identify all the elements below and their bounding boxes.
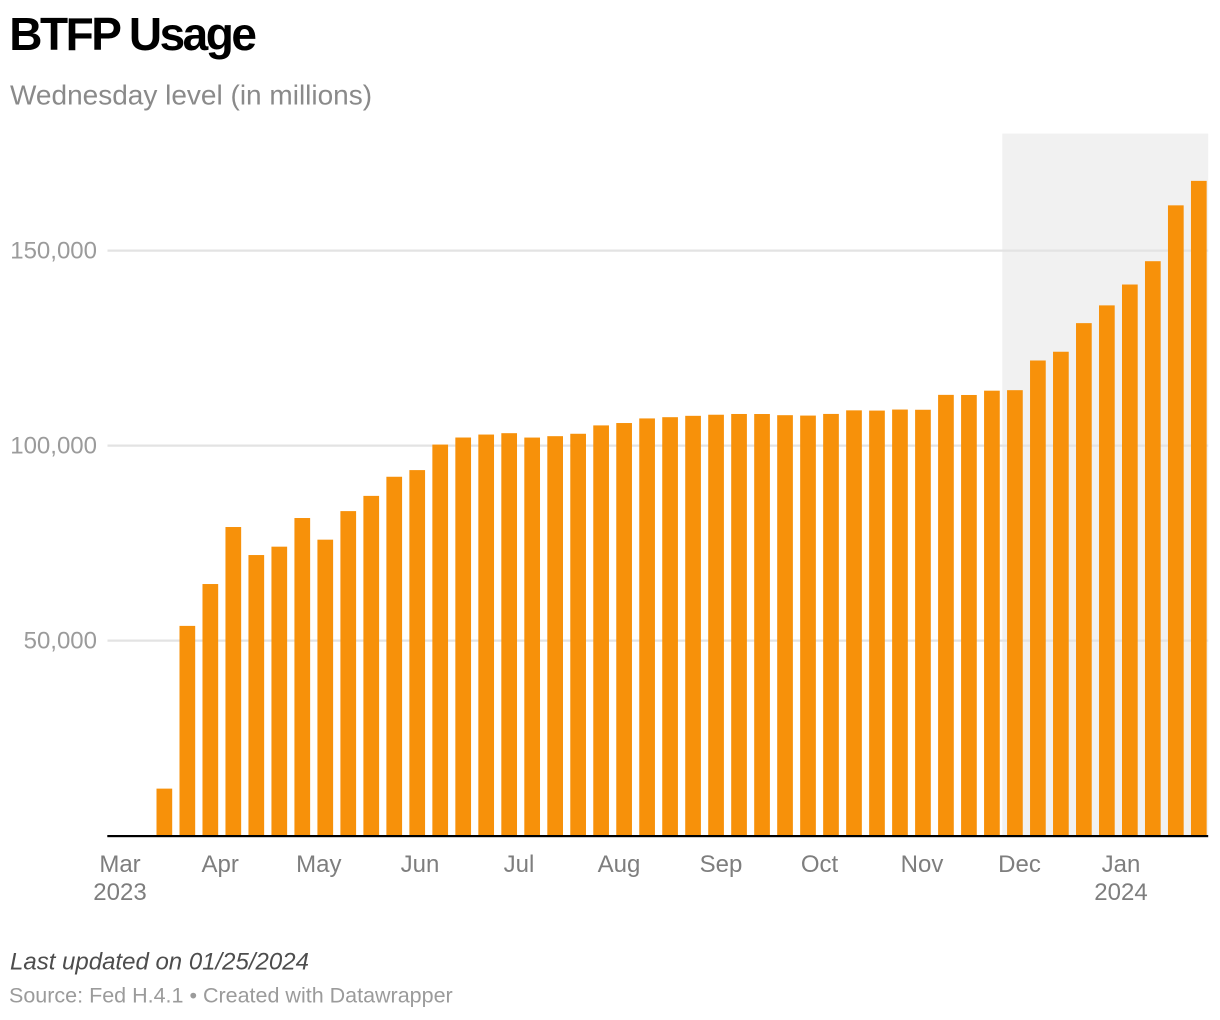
svg-text:Source: Fed H.4.1 • Created wi: Source: Fed H.4.1 • Created with Datawra… — [9, 984, 453, 1008]
svg-text:Jul: Jul — [504, 851, 535, 878]
svg-text:100,000: 100,000 — [10, 433, 97, 460]
svg-text:Aug: Aug — [598, 851, 641, 878]
svg-text:2023: 2023 — [93, 879, 146, 906]
svg-text:150,000: 150,000 — [10, 238, 97, 265]
svg-text:Nov: Nov — [901, 851, 944, 878]
svg-text:May: May — [296, 851, 341, 878]
svg-text:Jan: Jan — [1102, 851, 1141, 878]
svg-text:Sep: Sep — [700, 851, 743, 878]
svg-text:Mar: Mar — [99, 851, 140, 878]
svg-text:BTFP Usage: BTFP Usage — [9, 8, 256, 60]
svg-text:Dec: Dec — [998, 851, 1041, 878]
svg-text:Apr: Apr — [202, 851, 239, 878]
svg-text:Last updated on 01/25/2024: Last updated on 01/25/2024 — [10, 949, 309, 976]
svg-text:Wednesday level (in millions): Wednesday level (in millions) — [10, 80, 372, 111]
svg-text:Oct: Oct — [801, 851, 839, 878]
svg-text:50,000: 50,000 — [24, 628, 97, 655]
svg-text:2024: 2024 — [1094, 879, 1147, 906]
svg-text:Jun: Jun — [401, 851, 440, 878]
